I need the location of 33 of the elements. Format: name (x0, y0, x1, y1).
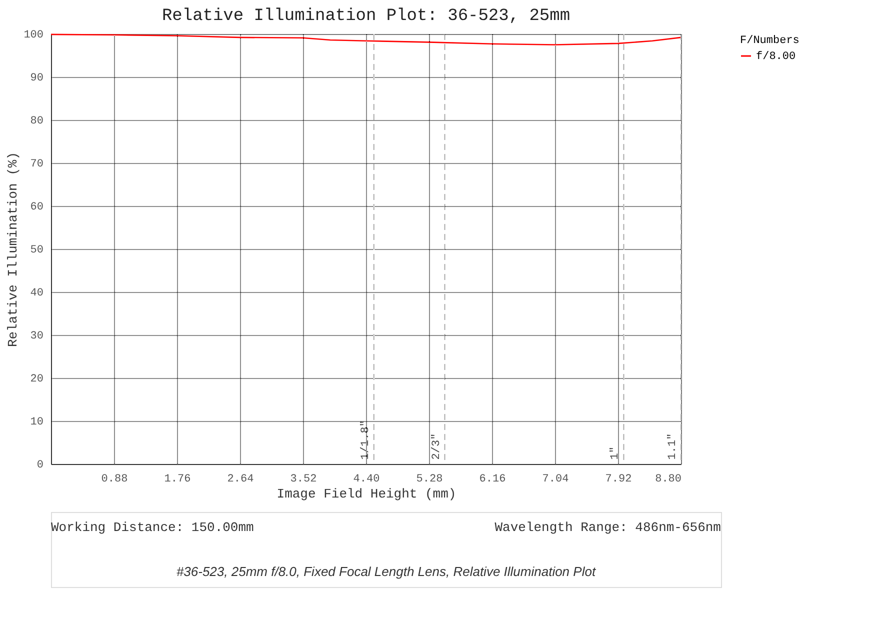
annotation: 1/1.8" (360, 420, 372, 460)
y-axis-title: Relative Illumination (%) (6, 152, 21, 348)
text: Wavelength Range: 486nm-656nm (494, 520, 722, 535)
annotation: 1.1" (667, 433, 679, 460)
y-tick-label: 10 (30, 416, 44, 428)
x-tick-label: 7.04 (542, 474, 570, 486)
x-tick-label: 8.80 (655, 474, 682, 486)
x-tick-label: 5.28 (416, 474, 443, 486)
y-tick-label: 50 (30, 244, 44, 256)
annotation: 2/3" (430, 433, 443, 460)
y-tick-label: 20 (30, 374, 44, 386)
y-tick-label: 80 (30, 116, 44, 128)
annotation: 1" (610, 446, 622, 460)
y-tick-label: 40 (30, 288, 44, 300)
x-tick-label: 3.52 (290, 474, 317, 486)
x-axis-title: Image Field Height (mm) (276, 486, 456, 502)
x-tick-label: 0.88 (101, 474, 128, 486)
x-tick-label: 1.76 (164, 474, 191, 486)
y-tick-label: 30 (30, 330, 44, 342)
y-tick-label: 60 (30, 202, 44, 214)
text: Working Distance: 150.00mm (51, 520, 254, 535)
text: #36-523, 25mm f/8.0, Fixed Focal Length Lens, Relative Illumination Plot (176, 564, 597, 579)
legend-label: f/8.00 (756, 51, 796, 63)
x-tick-label: 6.16 (479, 474, 506, 486)
x-tick-label: 4.40 (353, 474, 380, 486)
x-tick-label: 2.64 (227, 474, 254, 486)
legend-title: F/Numbers (740, 35, 800, 47)
x-tick-label: 7.92 (605, 474, 632, 486)
y-tick-label: 100 (24, 30, 44, 42)
chart-title: Relative Illumination Plot: 36-523, 25mm (162, 7, 570, 26)
y-tick-label: 0 (36, 460, 44, 472)
y-tick-label: 90 (30, 72, 44, 84)
y-tick-label: 70 (30, 158, 44, 170)
